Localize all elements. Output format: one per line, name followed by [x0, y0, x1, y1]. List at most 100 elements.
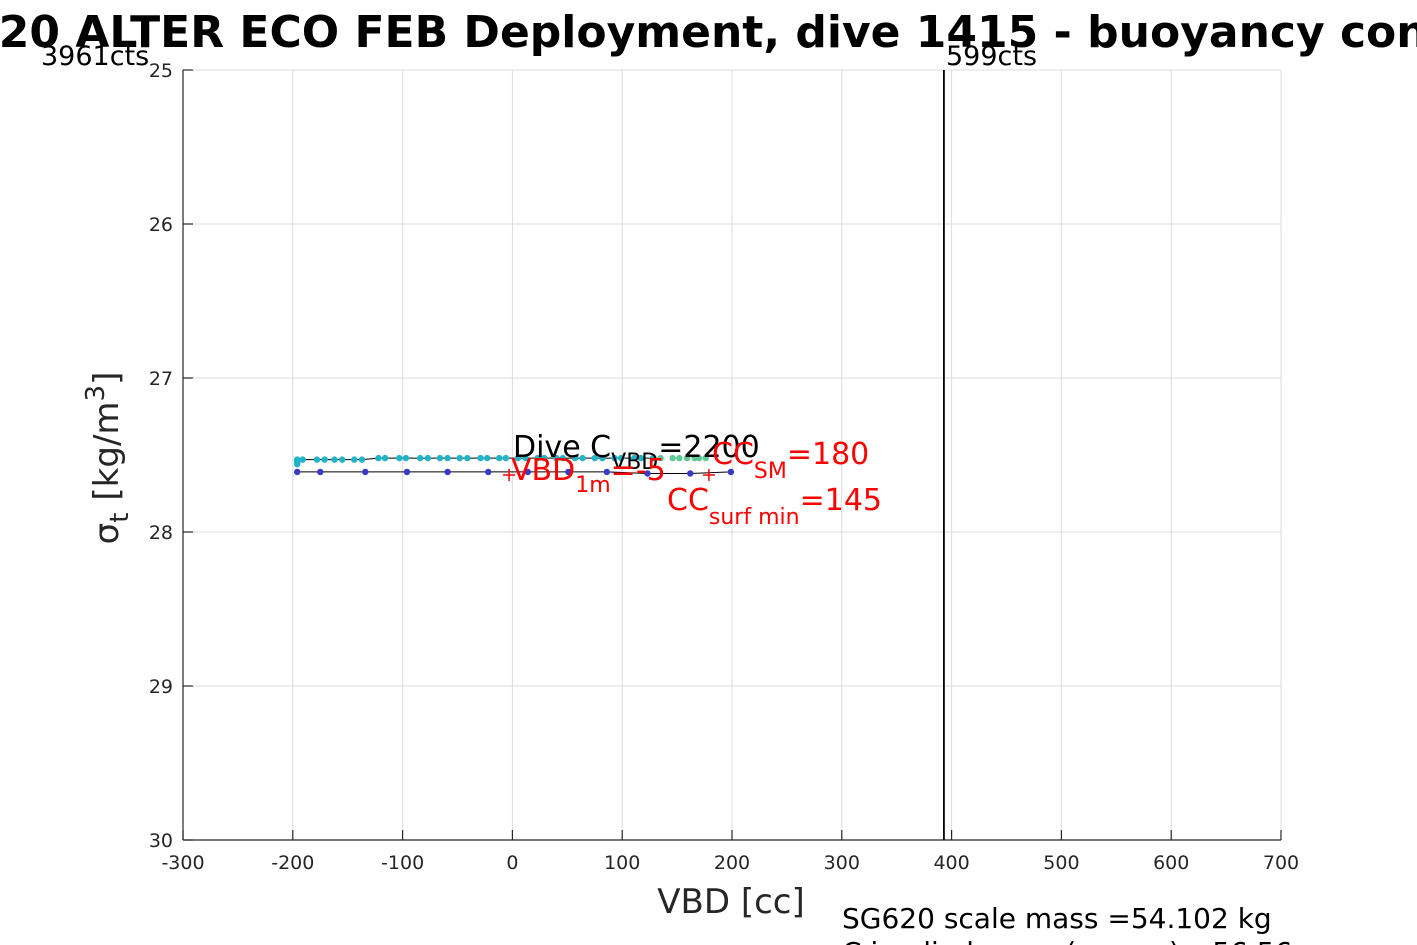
- x-tick-label: 700: [1263, 852, 1299, 874]
- cc-surf-value: =145: [800, 483, 882, 518]
- x-tick-label: -200: [271, 852, 314, 874]
- data-point: [456, 454, 463, 462]
- data-point: [579, 454, 586, 462]
- data-point: [514, 454, 522, 462]
- y-label-sigma: σ: [87, 523, 127, 545]
- data-point: [444, 468, 451, 476]
- data-point: [396, 454, 403, 462]
- cc-sm-value: =180: [787, 437, 869, 472]
- plus-markers: [503, 469, 715, 482]
- data-point: [644, 470, 651, 477]
- x-tick-label: 600: [1153, 852, 1189, 874]
- y-label-unit-sup: 3: [81, 385, 111, 402]
- data-point: [331, 456, 338, 463]
- data-point: [541, 454, 548, 462]
- chart-title: SG620 ALTER ECO FEB Deployment, dive 141…: [0, 7, 1417, 58]
- data-point: [436, 454, 444, 462]
- data-point: [559, 454, 567, 462]
- x-tick-label: 500: [1043, 852, 1079, 874]
- data-point: [444, 454, 451, 462]
- vbd-value: =-5: [611, 453, 666, 488]
- implied-mass-note: C implied mass (sensor) =56.56: [842, 936, 1292, 945]
- x-tick-label: 300: [824, 852, 860, 874]
- data-point: [603, 468, 611, 476]
- corner-label-left: 3961cts: [41, 41, 149, 72]
- y-label-unit-close: ]: [87, 372, 127, 385]
- y-tick-label: 29: [149, 676, 173, 698]
- dive-c-value: =2200: [658, 430, 759, 465]
- data-point: [358, 456, 366, 463]
- annotation-dive-c: Dive CVBD=2200: [513, 430, 760, 475]
- vbd-main: VBD: [511, 453, 575, 488]
- cc-sm-main: CC: [712, 437, 754, 472]
- x-ticks: -300 -200 -100 0 100 200 300 400 500 600 700: [161, 830, 1299, 874]
- y-tick-label: 25: [149, 60, 173, 82]
- data-point: [687, 470, 694, 477]
- data-point: [313, 456, 321, 463]
- data-point: [321, 456, 328, 463]
- cc-sm-sub: SM: [754, 459, 787, 484]
- data-point: [649, 454, 657, 462]
- data-point: [637, 454, 645, 462]
- y-tick-label: 28: [149, 522, 173, 544]
- scale-mass-note: SG620 scale mass =54.102 kg: [842, 902, 1272, 935]
- data-point: [375, 454, 382, 462]
- data-point: [339, 456, 346, 463]
- data-point: [351, 456, 358, 463]
- data-point: [534, 454, 541, 462]
- data-point: [424, 454, 432, 462]
- x-tick-label: 400: [933, 852, 969, 874]
- data-point: [565, 468, 572, 476]
- x-tick-label: -100: [381, 852, 424, 874]
- data-point: [683, 454, 691, 462]
- data-point: [611, 454, 618, 462]
- x-tick-label: 100: [604, 852, 640, 874]
- dive-c-sub: VBD: [611, 450, 658, 475]
- y-axis-label: σt [kg/m3]: [81, 372, 135, 545]
- data-points: [293, 454, 735, 477]
- data-point: [702, 454, 709, 462]
- x-axis-label: VBD [cc]: [657, 882, 805, 922]
- annotation-cc-sm: CCSM=180: [712, 437, 869, 484]
- plus-marker: [503, 469, 516, 482]
- data-point: [657, 454, 664, 462]
- data-point: [477, 454, 484, 462]
- data-point: [617, 454, 625, 462]
- data-point: [676, 454, 683, 462]
- data-point: [402, 454, 410, 462]
- data-point: [691, 454, 698, 462]
- data-point: [381, 454, 389, 462]
- data-point: [522, 454, 529, 462]
- corner-label-right: 599cts: [946, 41, 1037, 72]
- series-lines: [296, 457, 731, 474]
- data-point: [571, 454, 579, 462]
- data-point: [416, 454, 424, 462]
- vbd-sub: 1m: [575, 473, 610, 498]
- data-point: [464, 454, 471, 462]
- data-point: [591, 454, 598, 462]
- data-point: [317, 468, 324, 476]
- data-point: [299, 456, 306, 463]
- plus-marker: [702, 469, 715, 482]
- data-point: [362, 468, 369, 476]
- data-point: [483, 454, 491, 462]
- data-point: [599, 454, 606, 462]
- data-point: [403, 468, 411, 476]
- data-point: [293, 468, 301, 476]
- data-point: [631, 454, 638, 462]
- cc-surf-main: CC: [667, 483, 709, 518]
- annotation-cc-surf-min: CCsurf min=145: [667, 483, 882, 530]
- cc-surf-sub: surf min: [709, 505, 800, 530]
- y-ticks: 25 26 27 28 29 30: [149, 60, 193, 852]
- dive-c-main: Dive C: [513, 430, 611, 465]
- data-point: [293, 461, 301, 468]
- x-tick-label: -300: [161, 852, 204, 874]
- y-label-sub: t: [105, 513, 135, 523]
- annotation-vbd-1m: VBD1m=-5: [511, 453, 666, 498]
- y-tick-label: 30: [149, 830, 173, 852]
- x-tick-label: 0: [506, 852, 518, 874]
- data-point: [524, 468, 531, 476]
- data-point: [496, 454, 503, 462]
- data-point: [485, 468, 492, 476]
